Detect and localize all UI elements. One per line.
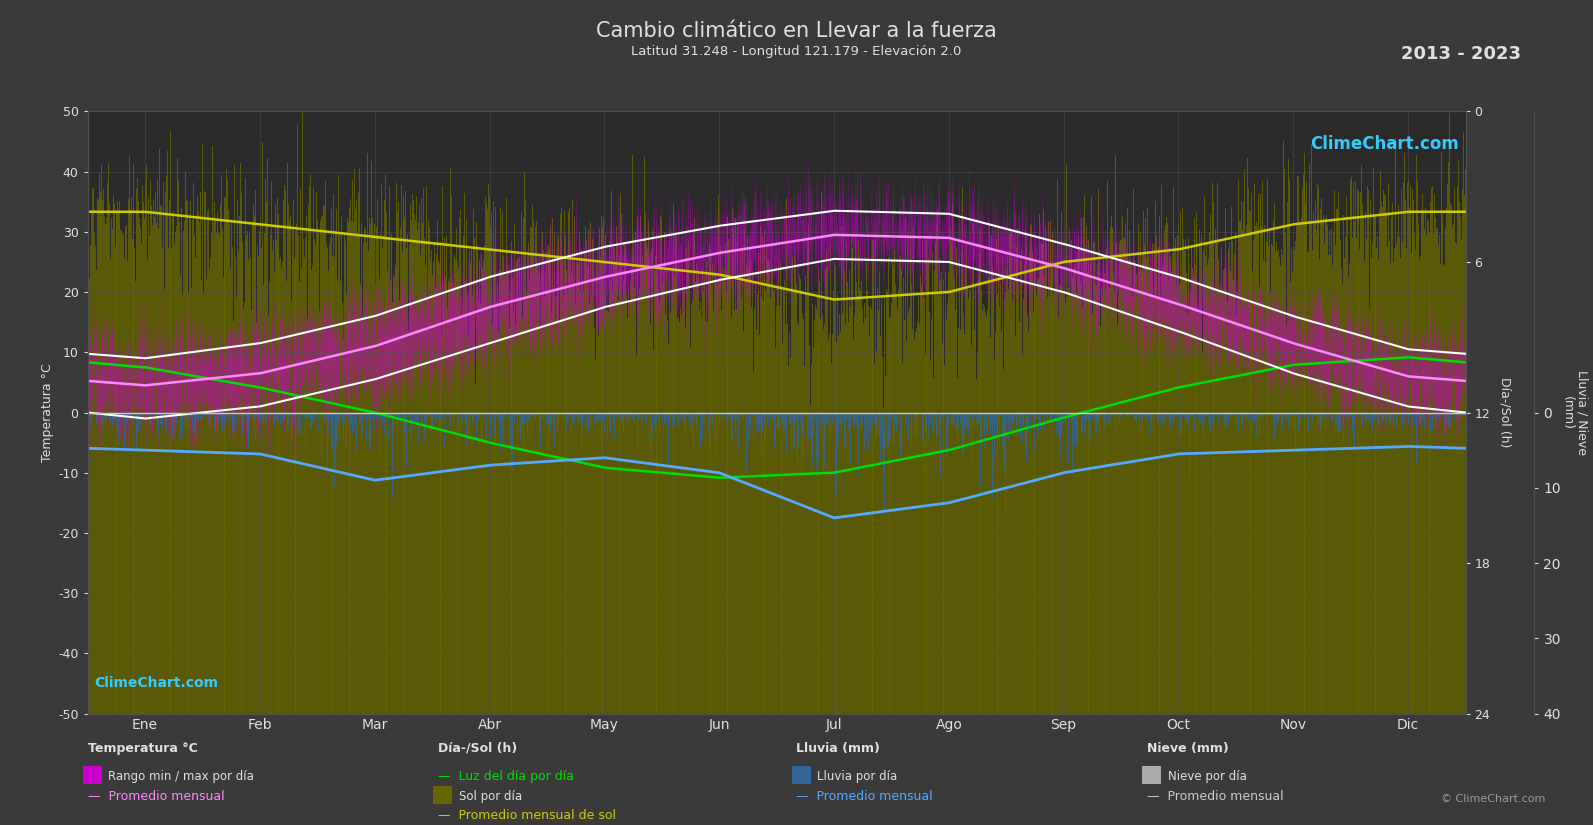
Text: —  Promedio mensual: — Promedio mensual: [1147, 790, 1284, 804]
Text: ClimeChart.com: ClimeChart.com: [1309, 135, 1459, 153]
Text: © ClimeChart.com: © ClimeChart.com: [1440, 794, 1545, 804]
Text: Nieve por día: Nieve por día: [1168, 770, 1247, 783]
Text: —  Luz del día por día: — Luz del día por día: [438, 770, 573, 783]
Text: Rango min / max por día: Rango min / max por día: [108, 770, 255, 783]
Text: —  Promedio mensual de sol: — Promedio mensual de sol: [438, 808, 616, 822]
Y-axis label: Día-/Sol (h): Día-/Sol (h): [1499, 377, 1512, 448]
Text: Lluvia por día: Lluvia por día: [817, 770, 897, 783]
Text: Nieve (mm): Nieve (mm): [1147, 742, 1228, 755]
Text: Latitud 31.248 - Longitud 121.179 - Elevación 2.0: Latitud 31.248 - Longitud 121.179 - Elev…: [631, 45, 962, 59]
Y-axis label: Temperatura °C: Temperatura °C: [41, 363, 54, 462]
Y-axis label: Lluvia / Nieve
(mm): Lluvia / Nieve (mm): [1561, 370, 1588, 455]
Text: 2013 - 2023: 2013 - 2023: [1402, 45, 1521, 64]
Text: Temperatura °C: Temperatura °C: [88, 742, 198, 755]
Text: —  Promedio mensual: — Promedio mensual: [796, 790, 933, 804]
Text: Día-/Sol (h): Día-/Sol (h): [438, 742, 518, 755]
Text: Sol por día: Sol por día: [459, 790, 523, 804]
Text: ClimeChart.com: ClimeChart.com: [94, 676, 218, 690]
Text: —  Promedio mensual: — Promedio mensual: [88, 790, 225, 804]
Text: Lluvia (mm): Lluvia (mm): [796, 742, 881, 755]
Text: Cambio climático en Llevar a la fuerza: Cambio climático en Llevar a la fuerza: [596, 21, 997, 40]
